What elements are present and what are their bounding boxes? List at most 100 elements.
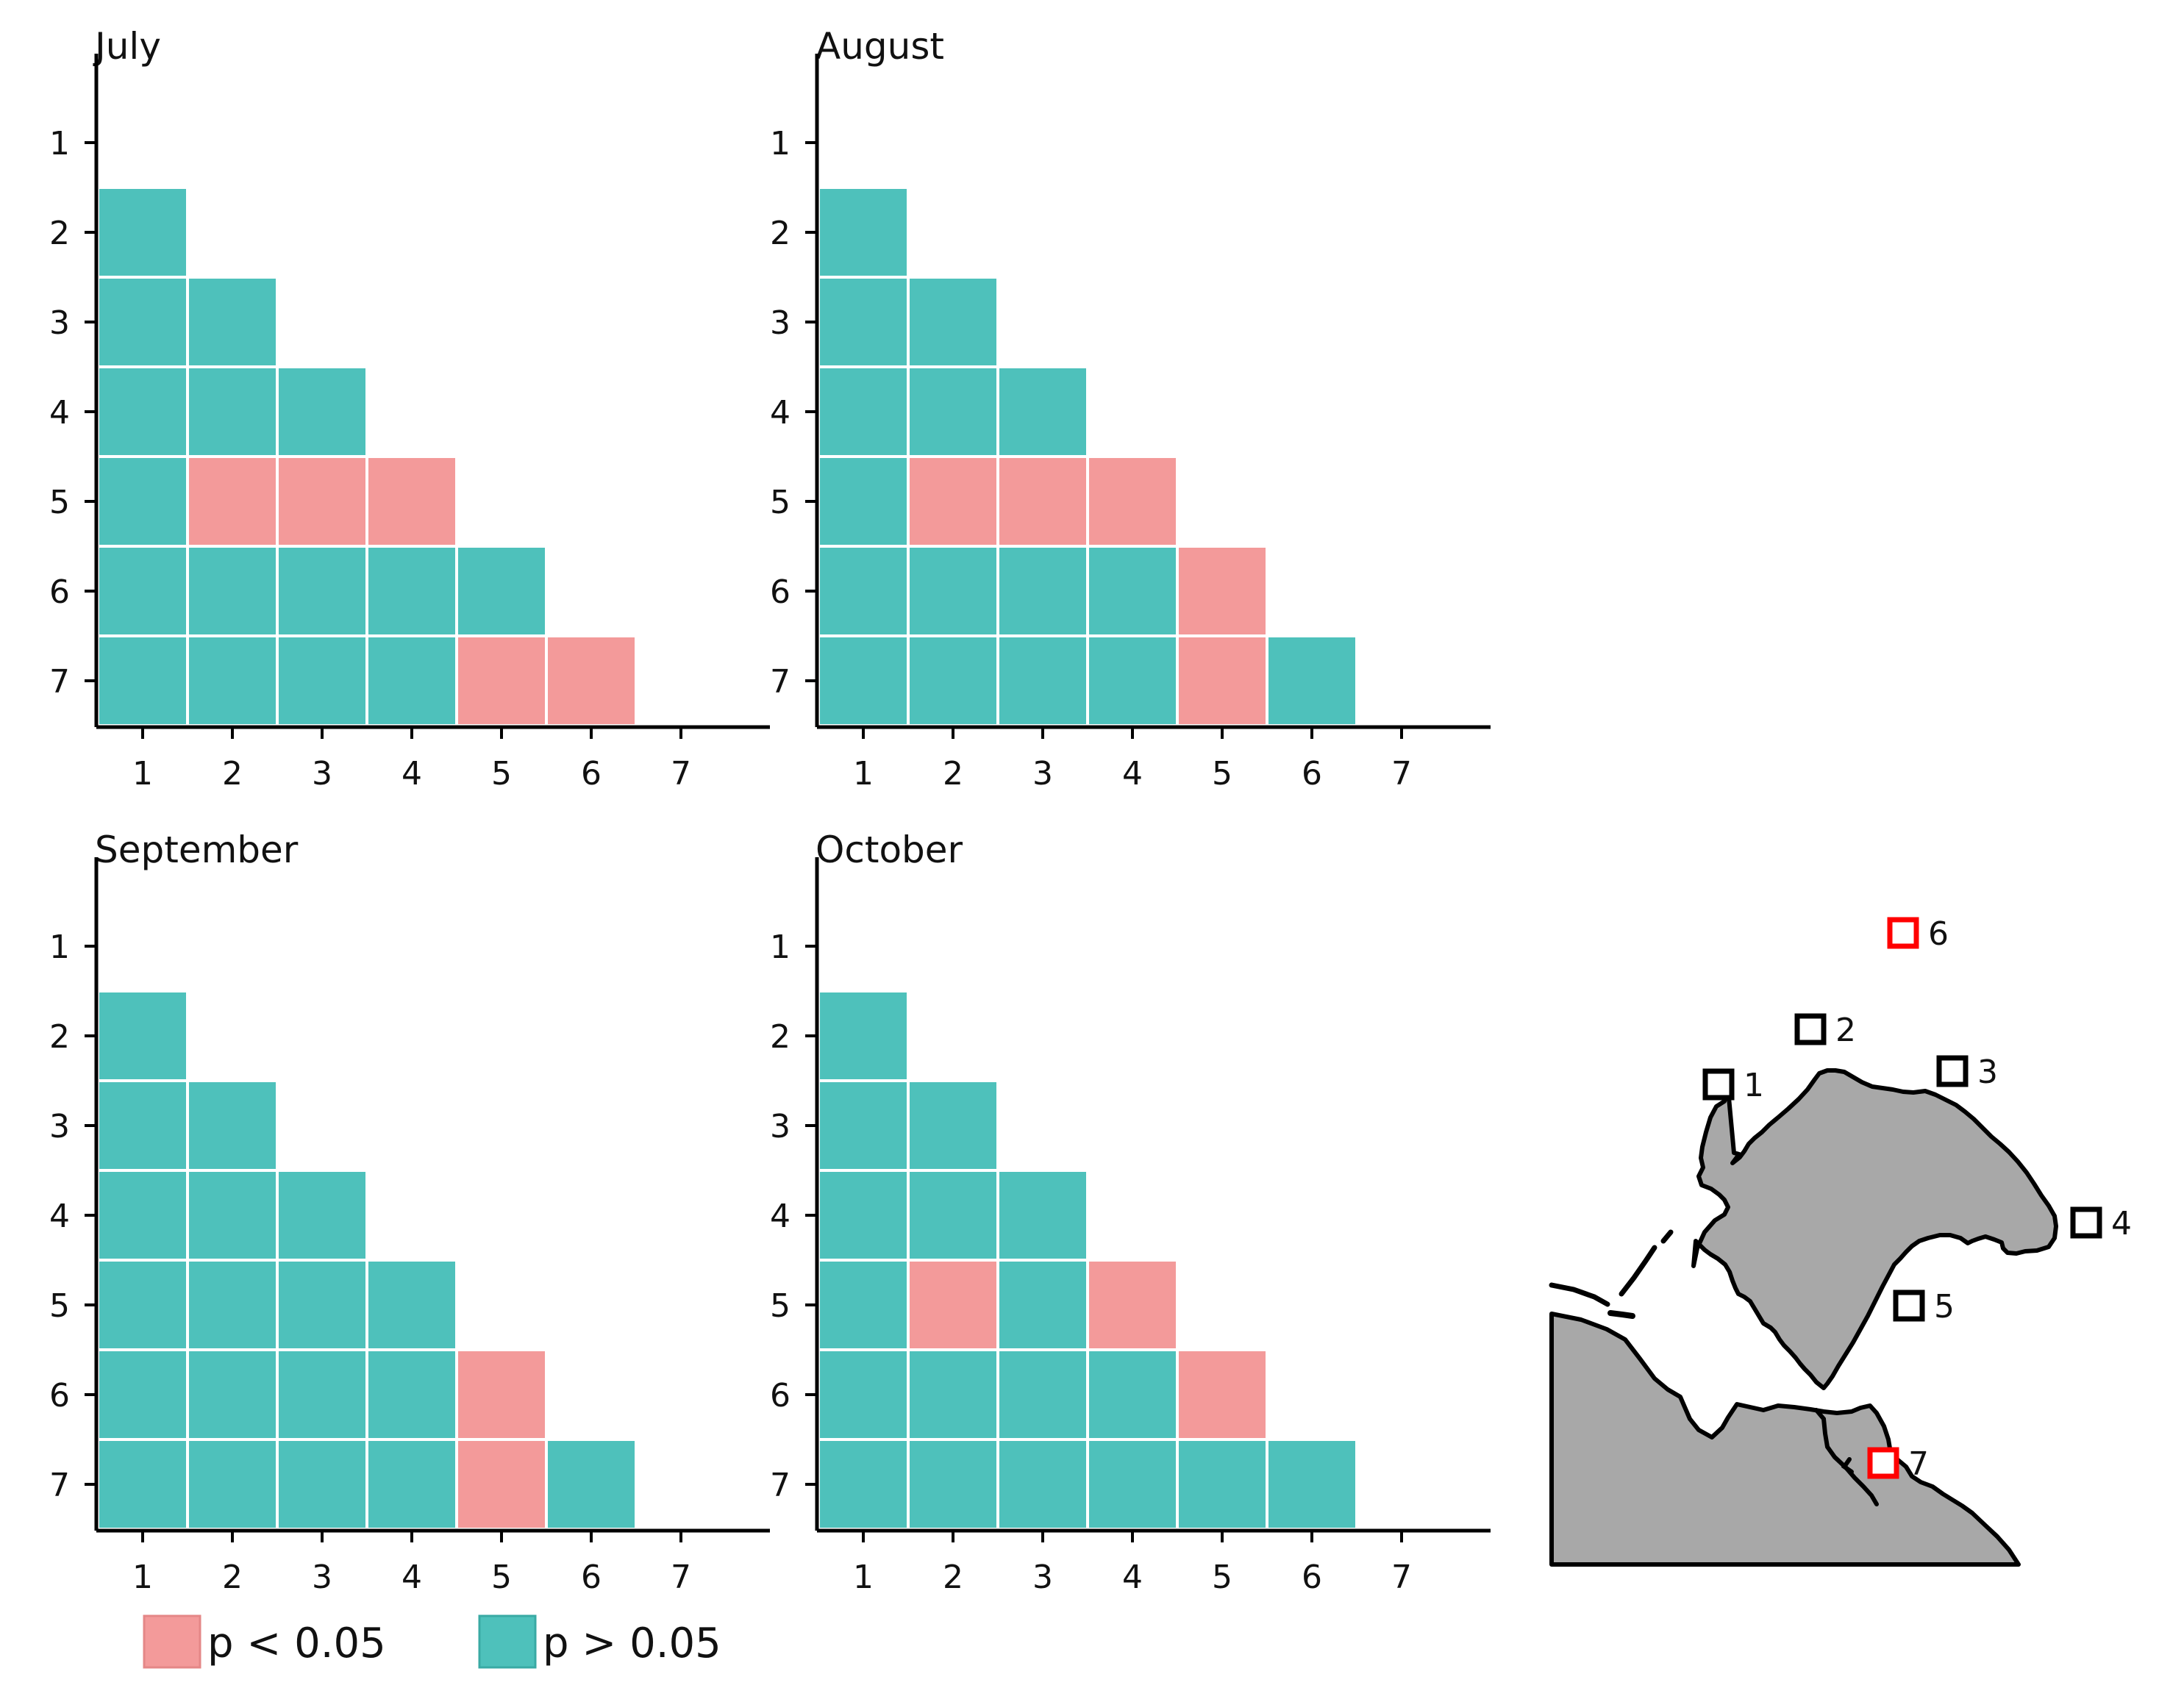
heatmap-cell-significant (545, 634, 638, 727)
x-tick-label: 7 (671, 1559, 691, 1596)
y-tick-label: 4 (770, 394, 791, 432)
site-marker: 7 (1867, 1445, 1929, 1483)
heatmap-cell-not-significant (817, 1169, 910, 1262)
site-marker: 6 (1887, 915, 1949, 953)
panel-title: August (816, 25, 944, 68)
heatmap-cell-not-significant (907, 545, 999, 637)
site-label: 3 (1977, 1054, 1998, 1091)
heatmap-cell-not-significant (365, 1438, 458, 1531)
x-tick-label: 4 (1122, 1559, 1143, 1596)
y-tick-label: 4 (770, 1198, 791, 1235)
site-square (1936, 1055, 1969, 1087)
site-label: 2 (1835, 1012, 1856, 1049)
heatmap-cell-not-significant (96, 1348, 189, 1441)
y-tick-label: 5 (49, 1287, 70, 1325)
x-tick-label: 5 (491, 755, 512, 793)
y-tick-label: 5 (770, 484, 791, 521)
heatmap-cell-not-significant (276, 1348, 368, 1441)
y-tick-label: 2 (49, 1018, 70, 1056)
site-marker: 5 (1893, 1288, 1955, 1326)
heatmap-cell-not-significant (186, 1259, 279, 1351)
y-tick-label: 7 (49, 1467, 70, 1504)
heatmap-cell-not-significant (996, 545, 1089, 637)
heatmap-cell-not-significant (186, 1348, 279, 1441)
heatmap-cell-significant (455, 1438, 548, 1531)
heatmap-cell-significant (907, 455, 999, 548)
x-tick-label: 7 (1391, 1559, 1412, 1596)
heatmap-cell-not-significant (186, 365, 279, 458)
heatmap-cell-not-significant (996, 1259, 1089, 1351)
x-tick-label: 6 (581, 755, 602, 793)
x-tick-label: 7 (1391, 755, 1412, 793)
heatmap-cell-not-significant (96, 634, 189, 727)
x-tick-label: 1 (853, 755, 874, 793)
heatmap-cell-not-significant (276, 545, 368, 637)
site-label: 4 (2111, 1205, 2132, 1242)
site-label: 6 (1928, 915, 1949, 953)
coastline-fragment (1841, 1457, 1854, 1474)
x-tick-label: 2 (943, 755, 963, 793)
y-tick-label: 5 (49, 484, 70, 521)
heatmap-cell-not-significant (276, 1259, 368, 1351)
y-tick-label: 7 (770, 663, 791, 701)
site-label: 7 (1908, 1445, 1929, 1483)
x-tick-label: 6 (581, 1559, 602, 1596)
heatmap-cell-not-significant (455, 545, 548, 637)
heatmap-cell-not-significant (96, 455, 189, 548)
heatmap-cell-not-significant (365, 1348, 458, 1441)
heatmap-cell-significant (1176, 1348, 1268, 1441)
y-tick-label: 2 (770, 1018, 791, 1056)
site-square (1794, 1013, 1827, 1045)
heatmap-cell-not-significant (817, 365, 910, 458)
site-label: 5 (1934, 1288, 1955, 1326)
heatmap-cell-not-significant (996, 1169, 1089, 1262)
heatmap-cell-significant (455, 1348, 548, 1441)
heatmap-cell-not-significant (907, 1169, 999, 1262)
heatmap-cell-not-significant (545, 1438, 638, 1531)
heatmap-cell-not-significant (1086, 634, 1179, 727)
heatmap-cell-not-significant (96, 990, 189, 1082)
heatmap-cell-not-significant (186, 276, 279, 368)
heatmap-cell-not-significant (817, 1259, 910, 1351)
y-tick-label: 1 (49, 125, 70, 162)
heatmap-cell-significant (365, 455, 458, 548)
heatmap-cell-not-significant (96, 545, 189, 637)
site-marker: 4 (2070, 1205, 2132, 1242)
y-tick-label: 6 (49, 1377, 70, 1414)
peninsula-upper (1691, 1068, 2058, 1390)
x-tick-label: 6 (1302, 755, 1322, 793)
y-tick-label: 6 (770, 1377, 791, 1414)
heatmap-cell-not-significant (817, 545, 910, 637)
y-tick-label: 1 (770, 125, 791, 162)
y-tick-label: 7 (770, 1467, 791, 1504)
heatmap-cell-significant (996, 455, 1089, 548)
coastline-fragment (1607, 1310, 1635, 1319)
heatmap-cell-not-significant (907, 1438, 999, 1531)
heatmap-cell-significant (1176, 545, 1268, 637)
heatmap-cell-not-significant (907, 276, 999, 368)
x-tick-label: 1 (132, 1559, 153, 1596)
x-tick-label: 3 (312, 755, 332, 793)
site-square (1893, 1290, 1925, 1322)
site-marker: 1 (1702, 1067, 1764, 1104)
heatmap-cell-not-significant (186, 1079, 279, 1172)
heatmap-cell-significant (1176, 634, 1268, 727)
x-tick-label: 4 (1122, 755, 1143, 793)
heatmap-cell-significant (907, 1259, 999, 1351)
heatmap-cell-not-significant (907, 1079, 999, 1172)
heatmap-cell-significant (455, 634, 548, 727)
heatmap-cell-not-significant (817, 990, 910, 1082)
x-tick-label: 1 (853, 1559, 874, 1596)
heatmap-cell-not-significant (907, 365, 999, 458)
x-tick-label: 2 (943, 1559, 963, 1596)
sampling-sites: 1 2 3 4 5 6 7 (1702, 915, 2132, 1483)
heatmap-cell-not-significant (96, 276, 189, 368)
heatmap-cell-not-significant (1176, 1438, 1268, 1531)
y-tick-label: 3 (49, 1108, 70, 1145)
site-label: 1 (1744, 1067, 1764, 1104)
panel-title: October (816, 829, 963, 871)
heatmap-cell-not-significant (817, 455, 910, 548)
y-tick-label: 6 (770, 573, 791, 611)
